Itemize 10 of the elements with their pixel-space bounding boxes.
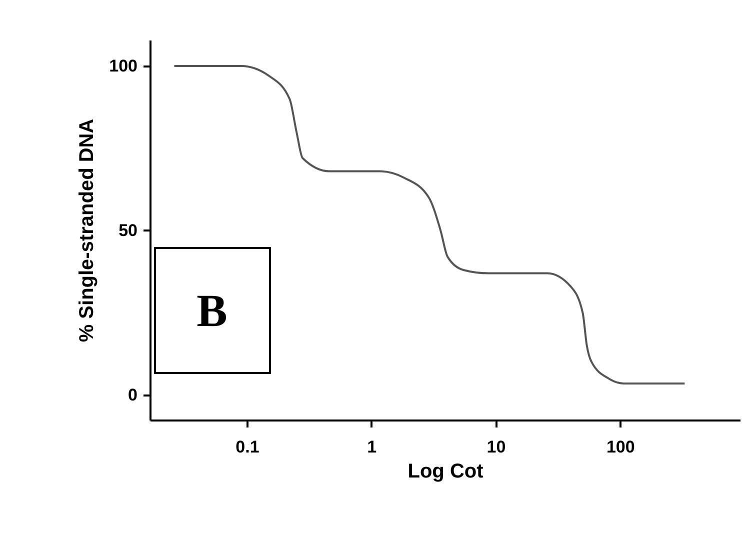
y-tick-label: 50 (118, 220, 138, 240)
x-tick-label: 0.1 (236, 438, 260, 456)
x-axis-title: Log Cot (408, 460, 484, 482)
y-tick-label: 0 (128, 385, 138, 404)
x-tick-label: 100 (606, 438, 635, 456)
x-tick-label: 10 (486, 438, 506, 456)
y-tick-label: 100 (109, 56, 138, 76)
annotation: B (196, 285, 228, 336)
y-axis-title: % Single-stranded DNA (76, 118, 98, 342)
x-tick-label: 1 (367, 438, 377, 456)
